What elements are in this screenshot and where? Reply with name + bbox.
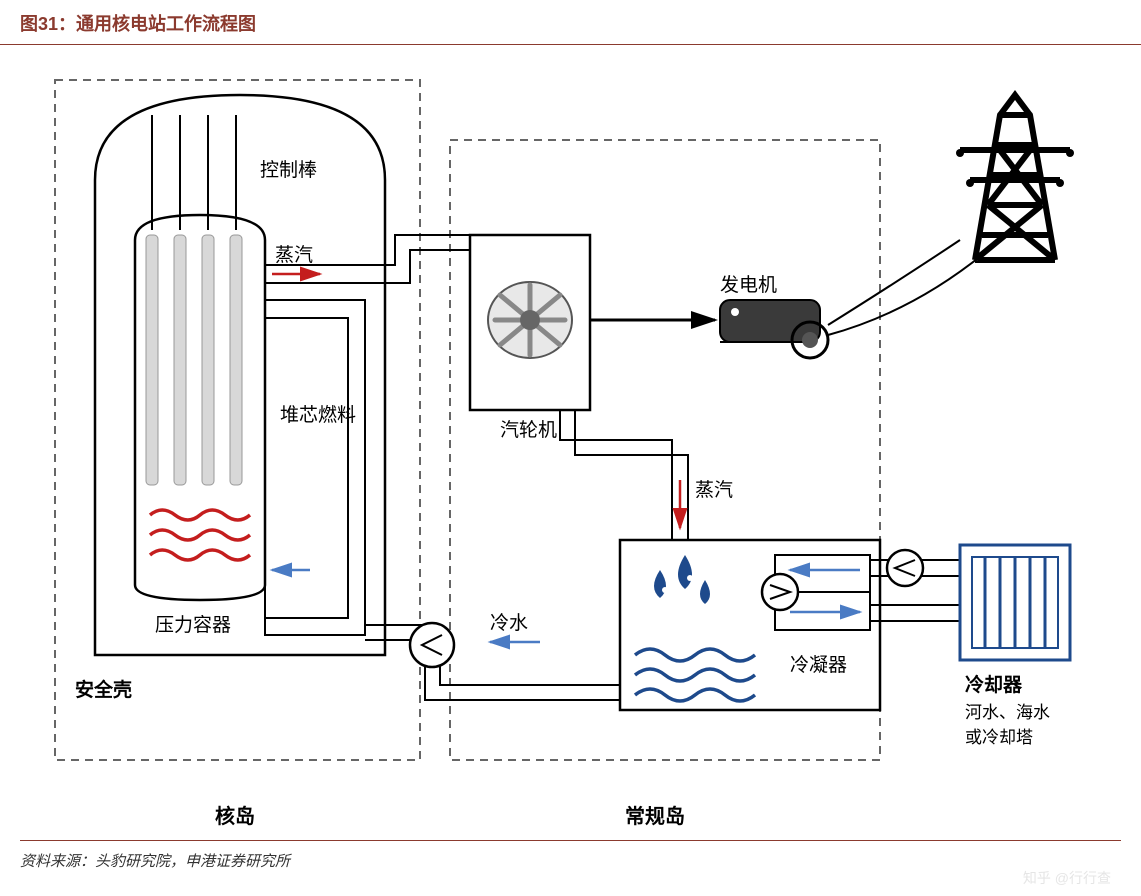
label-steam2: 蒸汽 xyxy=(695,475,733,502)
fuel-rod xyxy=(202,235,214,485)
label-cooler-sub: 河水、海水 或冷却塔 xyxy=(965,698,1050,748)
footer-divider xyxy=(20,840,1121,841)
label-control-rods: 控制棒 xyxy=(260,155,317,182)
heat-wave-icon xyxy=(150,530,250,540)
turbine-icon xyxy=(488,282,572,358)
steam-down-pipe xyxy=(560,410,672,540)
label-condenser: 冷凝器 xyxy=(790,650,847,677)
label-cooler: 冷却器 xyxy=(965,670,1022,697)
heat-wave-icon xyxy=(150,510,250,520)
label-core-fuel: 堆芯燃料 xyxy=(280,400,356,427)
watermark-text: 知乎 @行行查 xyxy=(1023,868,1111,888)
heat-wave-icon xyxy=(150,550,250,560)
cold-return-pipe xyxy=(440,652,620,685)
water-wave-icon xyxy=(635,649,755,661)
label-turbine: 汽轮机 xyxy=(500,415,557,442)
fuel-rod xyxy=(230,235,242,485)
return-pipe xyxy=(265,318,348,618)
water-drops-icon xyxy=(654,555,710,604)
fuel-rod xyxy=(146,235,158,485)
label-generator: 发电机 xyxy=(720,270,777,297)
condenser-box xyxy=(620,540,880,710)
source-citation: 资料来源：头豹研究院，申港证券研究所 xyxy=(20,850,290,871)
label-containment: 安全壳 xyxy=(75,675,132,702)
label-conventional-island: 常规岛 xyxy=(625,800,685,829)
diagram-canvas: 控制棒 蒸汽 堆芯燃料 压力容器 安全壳 核岛 汽轮机 发电机 蒸汽 冷水 冷凝… xyxy=(0,40,1141,830)
water-wave-icon xyxy=(635,669,755,681)
label-cold-water: 冷水 xyxy=(490,608,528,635)
label-nuclear-island: 核岛 xyxy=(215,800,255,829)
water-wave-icon xyxy=(635,689,755,701)
pump-icon xyxy=(410,623,454,667)
power-line xyxy=(828,240,960,325)
return-pipe xyxy=(265,300,365,635)
transmission-tower-icon xyxy=(956,95,1074,260)
cold-return-pipe xyxy=(425,652,620,700)
generator-icon xyxy=(720,300,828,358)
fuel-rod xyxy=(174,235,186,485)
figure-header: 图31：通用核电站工作流程图 xyxy=(0,0,1141,45)
figure-title: 图31：通用核电站工作流程图 xyxy=(20,14,256,34)
label-steam: 蒸汽 xyxy=(275,240,313,267)
label-pressure-vessel: 压力容器 xyxy=(155,610,231,637)
